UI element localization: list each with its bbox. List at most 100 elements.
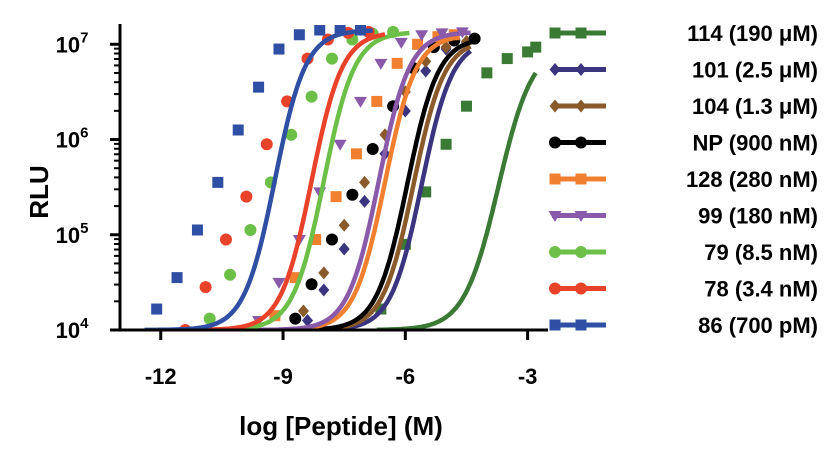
- data-point: [440, 138, 452, 150]
- legend-label: 79 (8.5 nM): [704, 240, 818, 265]
- x-tick-label: -3: [518, 364, 538, 389]
- data-point: [151, 303, 163, 315]
- legend-item: NP (900 nM): [549, 131, 818, 156]
- data-point: [333, 139, 347, 151]
- data-point: [232, 124, 244, 136]
- legend-marker: [575, 246, 587, 258]
- y-ticks: 104 105 106 107: [56, 29, 120, 343]
- data-point: [371, 95, 383, 107]
- data-point: [212, 176, 224, 188]
- y-tick-label: 106: [56, 125, 89, 153]
- data-point: [353, 96, 367, 108]
- data-point: [334, 25, 346, 36]
- data-point: [302, 313, 314, 327]
- legend-marker: [575, 282, 587, 295]
- data-point: [399, 238, 411, 250]
- legend-marker: [549, 99, 561, 113]
- legend-item: 86 (700 pM): [549, 313, 818, 338]
- data-point: [359, 175, 371, 189]
- data-point: [318, 266, 330, 280]
- legend-marker: [549, 246, 561, 258]
- legend-label: 114 (190 μM): [687, 21, 818, 46]
- legend-label: 99 (180 nM): [698, 204, 818, 229]
- data-point: [481, 67, 493, 79]
- x-ticks: -12 -9 -6 -3: [145, 330, 538, 389]
- data-point: [305, 90, 318, 103]
- data-point: [455, 27, 469, 39]
- data-point: [415, 30, 429, 42]
- data-point: [501, 53, 513, 65]
- data-point: [374, 58, 388, 70]
- legend-marker: [549, 136, 561, 149]
- legend-marker: [575, 99, 587, 113]
- data-point: [394, 37, 408, 49]
- legend-marker: [549, 319, 561, 331]
- x-tick-label: -6: [396, 364, 416, 389]
- data-point: [325, 52, 338, 65]
- legend-marker: [574, 211, 588, 222]
- legend-item: 101 (2.5 μM): [549, 58, 818, 83]
- data-point: [305, 278, 318, 291]
- series-layer: [144, 25, 542, 330]
- legend-marker: [549, 27, 561, 39]
- data-point: [253, 81, 265, 93]
- data-point: [435, 28, 449, 40]
- legend-marker: [575, 27, 587, 39]
- legend-label: 78 (3.4 nM): [704, 277, 818, 302]
- legend-marker: [548, 211, 562, 222]
- legend-label: 86 (700 pM): [698, 313, 818, 338]
- data-point: [171, 272, 183, 284]
- data-point: [199, 281, 212, 294]
- data-point: [330, 191, 342, 203]
- legend-marker: [549, 173, 561, 185]
- data-point: [468, 32, 481, 45]
- data-point: [240, 190, 253, 203]
- legend-label: 101 (2.5 μM): [692, 58, 818, 83]
- y-tick-label: 104: [56, 315, 89, 343]
- data-point: [460, 100, 472, 112]
- legend-marker: [549, 282, 561, 295]
- data-point: [310, 234, 322, 246]
- data-point: [314, 25, 326, 36]
- data-point: [297, 304, 309, 318]
- series-4: [262, 29, 460, 330]
- data-point: [346, 188, 359, 201]
- data-point: [350, 148, 362, 160]
- legend-marker: [575, 136, 587, 149]
- data-point: [285, 128, 298, 141]
- legend-item: 79 (8.5 nM): [549, 240, 818, 265]
- data-point: [366, 143, 379, 156]
- data-point: [260, 138, 273, 151]
- data-point: [338, 242, 350, 256]
- legend-item: 114 (190 μM): [549, 21, 818, 46]
- legend-item: 128 (280 nM): [549, 167, 818, 192]
- legend-label: NP (900 nM): [692, 131, 818, 156]
- legend-marker: [575, 173, 587, 185]
- y-tick-label: 105: [56, 220, 89, 248]
- data-point: [412, 38, 424, 50]
- data-point: [289, 272, 301, 284]
- x-axis-title: log [Peptide] (M): [239, 411, 443, 441]
- legend: 114 (190 μM) 101 (2.5 μM) 104 (1.3 μM) NP (…: [548, 21, 818, 338]
- data-point: [359, 194, 371, 208]
- fit-curve: [262, 35, 455, 330]
- data-point: [289, 312, 302, 325]
- data-point: [420, 64, 432, 78]
- data-point: [219, 233, 232, 246]
- data-point: [244, 224, 257, 236]
- data-point: [273, 43, 285, 55]
- data-point: [325, 233, 338, 246]
- data-point: [530, 41, 542, 53]
- series-8: [144, 25, 374, 330]
- x-tick-label: -9: [273, 364, 293, 389]
- legend-item: 78 (3.4 nM): [549, 277, 818, 302]
- data-point: [522, 46, 534, 58]
- data-point: [387, 25, 400, 38]
- data-point: [318, 283, 330, 297]
- y-tick-label: 107: [56, 29, 89, 57]
- y-axis-title: RLU: [24, 165, 54, 218]
- data-point: [420, 186, 432, 198]
- data-point: [391, 57, 403, 69]
- legend-marker: [575, 63, 587, 76]
